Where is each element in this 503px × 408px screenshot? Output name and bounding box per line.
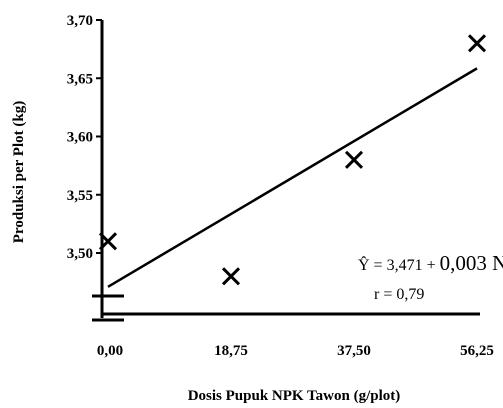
x-tick-label: 56,25 (460, 343, 494, 359)
regression-equation-left: Ŷ = 3,471 + (358, 255, 440, 274)
trendline-group (107, 67, 478, 288)
x-tick-label: 18,75 (214, 343, 248, 359)
y-tick-label: 3,55 (67, 188, 93, 204)
data-point (98, 232, 118, 251)
y-axis-ticks: 3,50 3,55 3,60 3,65 3,70 (67, 13, 102, 262)
regression-equation-right: 0,003 N (440, 251, 503, 275)
y-tick-label: 3,60 (67, 130, 93, 146)
y-tick-label: 3,70 (67, 13, 93, 29)
y-axis-label: Produksi per Plot (kg) (11, 101, 27, 243)
x-tick-label: 0,00 (97, 343, 123, 359)
x-axis-ticks: 0,00 18,75 37,50 56,25 (97, 343, 494, 359)
axes (92, 20, 480, 322)
data-points (98, 34, 487, 286)
data-point (221, 267, 241, 286)
y-tick-label: 3,65 (67, 71, 93, 87)
correlation-coefficient: r = 0,79 (374, 286, 424, 303)
trendline (107, 67, 478, 288)
data-point (344, 150, 364, 169)
y-tick-label: 3,50 (67, 246, 93, 262)
data-point-stroke (467, 34, 487, 53)
data-point-stroke (344, 150, 364, 169)
x-tick-label: 37,50 (337, 343, 371, 359)
data-point (467, 34, 487, 53)
data-point-stroke (221, 267, 241, 286)
x-axis-label: Dosis Pupuk NPK Tawon (g/plot) (188, 388, 401, 404)
data-point-stroke (98, 232, 118, 251)
regression-equation: Ŷ = 3,471 + 0,003 N (358, 251, 503, 275)
